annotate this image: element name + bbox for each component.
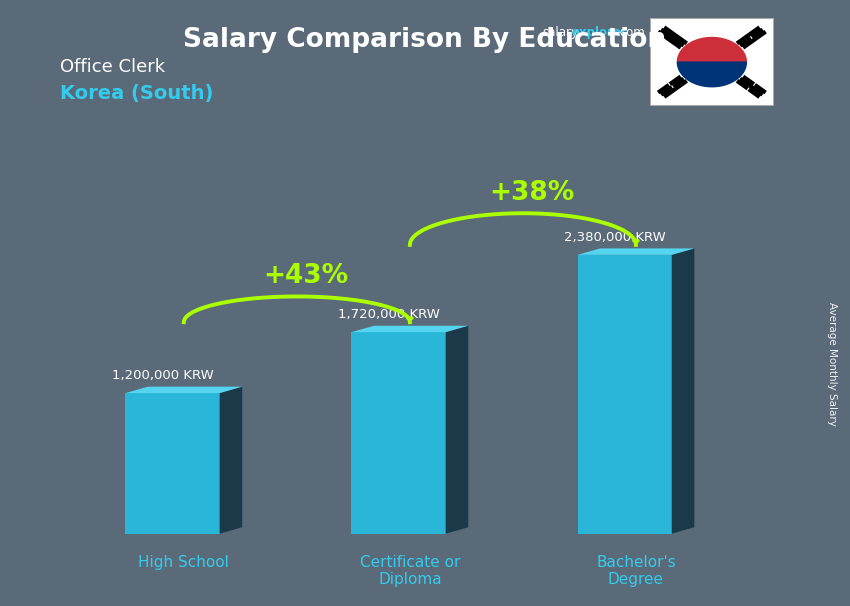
Text: .com: .com (617, 26, 646, 39)
Polygon shape (672, 248, 694, 534)
Text: 1,200,000 KRW: 1,200,000 KRW (112, 369, 214, 382)
Polygon shape (445, 326, 468, 534)
Text: explorer: explorer (571, 26, 627, 39)
Text: Salary Comparison By Education: Salary Comparison By Education (184, 27, 666, 53)
Polygon shape (126, 393, 219, 534)
Text: Certificate or
Diploma: Certificate or Diploma (360, 554, 460, 587)
Polygon shape (577, 255, 672, 534)
Polygon shape (577, 248, 694, 255)
Text: salary: salary (542, 26, 578, 39)
Polygon shape (352, 326, 468, 332)
Text: +43%: +43% (264, 264, 348, 290)
Polygon shape (677, 62, 746, 87)
Polygon shape (650, 18, 774, 106)
Text: 2,380,000 KRW: 2,380,000 KRW (564, 231, 666, 244)
Text: 1,720,000 KRW: 1,720,000 KRW (338, 308, 440, 321)
Text: Korea (South): Korea (South) (60, 84, 212, 102)
Text: High School: High School (139, 554, 230, 570)
Text: Average Monthly Salary: Average Monthly Salary (827, 302, 837, 425)
Text: +38%: +38% (490, 180, 575, 206)
Polygon shape (126, 387, 242, 393)
Polygon shape (677, 38, 746, 62)
Text: Bachelor's
Degree: Bachelor's Degree (596, 554, 676, 587)
Polygon shape (219, 387, 242, 534)
Text: Office Clerk: Office Clerk (60, 58, 165, 76)
Polygon shape (352, 332, 445, 534)
